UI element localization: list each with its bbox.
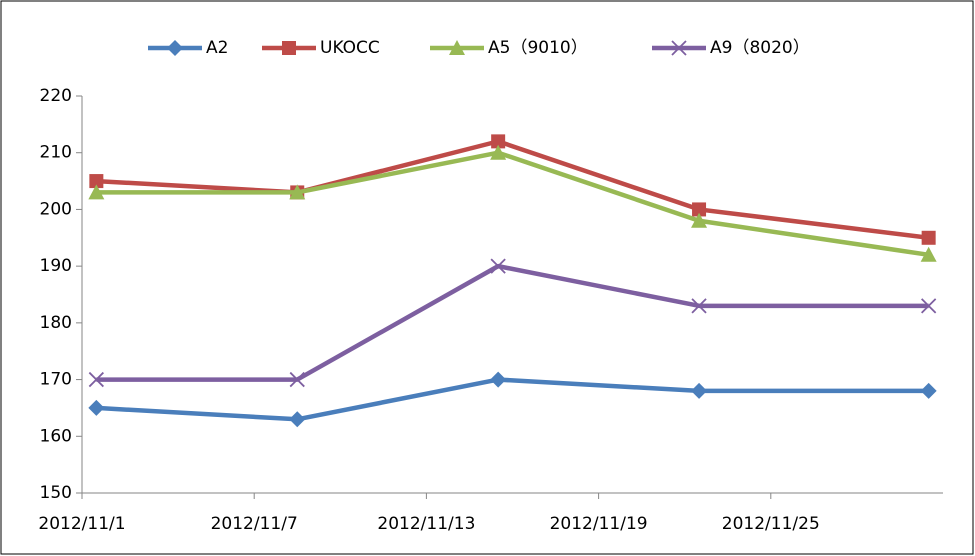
legend-label: A9（8020） xyxy=(710,38,810,58)
marker xyxy=(671,40,687,56)
y-tick-label: 150 xyxy=(40,483,72,503)
y-tick-label: 210 xyxy=(40,143,72,163)
legend-item: A2 xyxy=(148,38,228,58)
marker xyxy=(920,382,937,399)
legend-item: A9（8020） xyxy=(652,38,810,58)
legend-label: A5（9010） xyxy=(488,38,588,58)
x-tick-label: 2012/11/7 xyxy=(211,514,298,534)
marker xyxy=(920,246,937,262)
y-tick-label: 220 xyxy=(40,86,72,106)
legend-label: UKOCC xyxy=(320,38,380,58)
marker xyxy=(167,40,183,56)
legend-label: A2 xyxy=(206,38,228,58)
x-tick-label: 2012/11/25 xyxy=(722,514,820,534)
marker xyxy=(89,174,104,189)
x-tick-label: 2012/11/13 xyxy=(377,514,475,534)
y-tick-label: 160 xyxy=(40,426,72,446)
marker xyxy=(921,230,936,245)
marker xyxy=(289,184,306,200)
legend-item: UKOCC xyxy=(262,38,380,58)
x-tick-label: 2012/11/19 xyxy=(550,514,648,534)
y-tick-label: 200 xyxy=(40,199,72,219)
y-tick-label: 190 xyxy=(40,256,72,276)
marker xyxy=(282,41,296,55)
marker xyxy=(691,298,707,314)
marker xyxy=(88,399,105,416)
y-tick-label: 170 xyxy=(40,370,72,390)
marker xyxy=(692,202,707,217)
marker xyxy=(921,298,937,314)
marker xyxy=(490,144,507,160)
marker xyxy=(490,258,506,274)
marker xyxy=(691,382,708,399)
y-tick-label: 180 xyxy=(40,313,72,333)
marker xyxy=(88,184,105,200)
marker xyxy=(289,371,305,388)
marker xyxy=(691,212,708,228)
marker xyxy=(491,134,506,149)
x-tick-label: 2012/11/1 xyxy=(38,514,125,534)
marker xyxy=(88,371,104,388)
marker xyxy=(490,371,507,388)
marker xyxy=(289,411,306,428)
legend-item: A5（9010） xyxy=(430,38,588,58)
marker xyxy=(449,40,465,55)
